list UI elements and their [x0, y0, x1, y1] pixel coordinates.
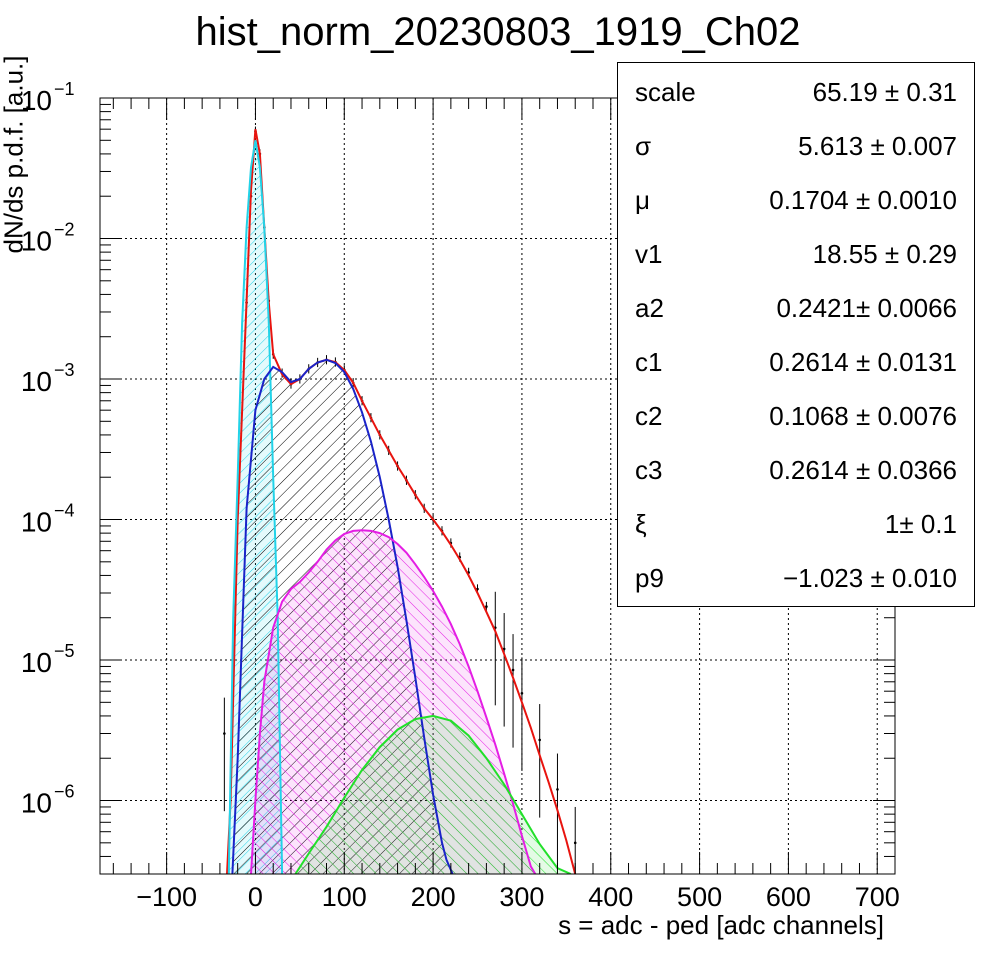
x-axis-label: s = adc - ped [adc channels]	[558, 910, 884, 940]
stat-value: 0.1704 ± 0.0010	[769, 185, 957, 215]
stat-value: 0.2614 ± 0.0366	[769, 455, 957, 485]
stat-row: c3 0.2614 ± 0.0366	[618, 443, 974, 497]
stat-name: scale	[635, 77, 696, 107]
x-tick-label: 500	[677, 882, 722, 912]
y-tick-exponent: −4	[54, 501, 75, 521]
stat-row: c1 0.2614 ± 0.0131	[618, 335, 974, 389]
series-line	[294, 714, 572, 874]
stat-name: c2	[635, 401, 663, 431]
data-point	[511, 668, 515, 672]
y-tick-label: 10	[21, 85, 52, 116]
axis-ticks: −100 0 100 200 300 400 500 600 70010−110−210−310…	[21, 79, 900, 912]
stat-name: v1	[635, 239, 663, 269]
x-tick-label: 0	[248, 882, 263, 912]
x-tick-label: 400	[588, 882, 633, 912]
x-tick-label: 300	[499, 882, 544, 912]
data-point	[520, 691, 524, 695]
y-tick-label: 10	[21, 366, 52, 397]
stat-name: ξ	[635, 509, 647, 539]
stat-value: 65.19 ± 0.31	[812, 77, 957, 107]
stat-value: 18.55 ± 0.29	[812, 239, 957, 269]
data-point	[485, 605, 488, 608]
series-line	[227, 140, 284, 874]
fit-stats-box: scale 65.19 ± 0.31 σ 5.613 ± 0.007 μ 0.1704…	[617, 62, 975, 607]
data-point	[573, 841, 577, 845]
stat-name: σ	[635, 131, 652, 161]
stat-name: p9	[635, 563, 664, 593]
y-tick-label: 10	[21, 507, 52, 538]
y-tick-exponent: −6	[54, 782, 75, 802]
y-tick-exponent: −1	[54, 79, 75, 99]
chart-title: hist_norm_20230803_1919_Ch02	[195, 10, 801, 54]
stat-row: v1 18.55 ± 0.29	[618, 227, 974, 281]
stat-row: p9 −1.023 ± 0.010	[618, 551, 974, 605]
stat-name: μ	[635, 185, 650, 215]
y-tick-exponent: −5	[54, 641, 75, 661]
stat-value: 0.2421± 0.0066	[776, 293, 957, 323]
stat-value: 0.1068 ± 0.0076	[769, 401, 957, 431]
y-tick-label: 10	[21, 226, 52, 257]
stat-row: ξ 1± 0.1	[618, 497, 974, 551]
x-tick-label: −100	[136, 882, 197, 912]
y-axis-label: dN/ds p.d.f. [a.u.]	[0, 55, 29, 254]
x-tick-label: 600	[766, 882, 811, 912]
y-tick-label: 10	[21, 647, 52, 678]
stat-name: c3	[635, 455, 663, 485]
data-point	[538, 738, 541, 742]
data-point	[556, 788, 559, 791]
stat-row: c2 0.1068 ± 0.0076	[618, 389, 974, 443]
series-line	[250, 529, 537, 874]
stat-value: −1.023 ± 0.010	[782, 563, 957, 593]
x-tick-label: 200	[411, 882, 456, 912]
x-tick-label: 700	[855, 882, 900, 912]
stat-row: σ 5.613 ± 0.007	[618, 119, 974, 173]
data-point	[223, 732, 226, 735]
stat-value: 1± 0.1	[884, 509, 957, 539]
component-curves	[226, 129, 577, 874]
data-point	[502, 647, 506, 651]
y-tick-exponent: −2	[54, 220, 75, 240]
stat-value: 5.613 ± 0.007	[798, 131, 957, 161]
y-tick-label: 10	[21, 788, 52, 819]
stat-row: a2 0.2421± 0.0066	[618, 281, 974, 335]
stat-name: c1	[635, 347, 663, 377]
stat-name: a2	[635, 293, 664, 323]
stat-value: 0.2614 ± 0.0131	[769, 347, 957, 377]
stat-row: scale 65.19 ± 0.31	[618, 65, 974, 119]
stat-row: μ 0.1704 ± 0.0010	[618, 173, 974, 227]
y-tick-exponent: −3	[54, 360, 75, 380]
x-tick-label: 100	[322, 882, 367, 912]
